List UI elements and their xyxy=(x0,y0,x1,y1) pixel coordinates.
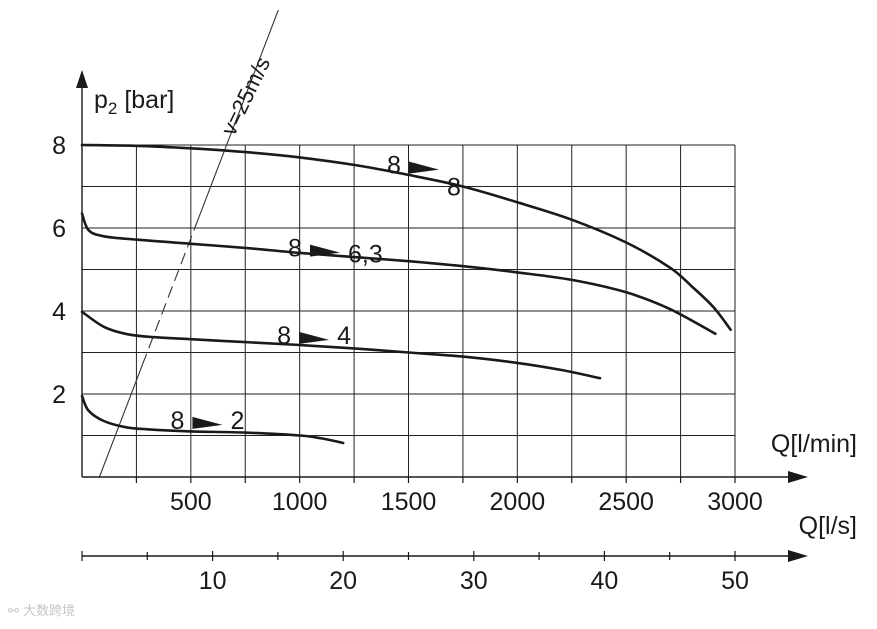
secondary-x-axis-arrow xyxy=(788,550,808,562)
series-label-to: 8 xyxy=(447,174,461,202)
curve-labels: 888 6,38 48 2 xyxy=(170,152,460,435)
series-label-to: 4 xyxy=(337,322,351,350)
arrow-icon xyxy=(409,161,440,174)
x-axis-arrow xyxy=(788,471,808,483)
series-label-from: 8 xyxy=(277,322,291,350)
secondary-x-tick-label: 30 xyxy=(460,567,488,595)
series-label-to: 2 xyxy=(230,407,244,435)
arrow-icon xyxy=(192,416,223,429)
curves xyxy=(80,143,732,445)
y-tick-label: 6 xyxy=(52,215,66,243)
x-tick-label: 2500 xyxy=(598,488,654,516)
series-label-1: 88 xyxy=(387,152,461,202)
x-axis-label-lmin: Q[l/min] xyxy=(771,430,857,458)
velocity-line-label: v=25m/s xyxy=(216,53,275,139)
y-tick-label: 8 xyxy=(52,132,66,160)
series-line-2 xyxy=(80,212,717,336)
y-axis-arrow xyxy=(76,70,88,88)
y-tick-label: 4 xyxy=(52,298,66,326)
x-tick-label: 2000 xyxy=(490,488,546,516)
secondary-x-axis-label-ls: Q[l/s] xyxy=(799,512,857,540)
y-tick-labels: 2 4 6 8 xyxy=(52,132,66,409)
x-tick-label: 1500 xyxy=(381,488,437,516)
series-label-to: 6,3 xyxy=(348,241,383,269)
series-line-1 xyxy=(80,143,732,331)
series-line-4 xyxy=(80,394,345,445)
x-tick-label: 3000 xyxy=(707,488,763,516)
y-tick-label: 2 xyxy=(52,381,66,409)
arrow-icon xyxy=(309,244,340,257)
series-label-2: 8 6,3 xyxy=(288,235,383,269)
series-label-from: 8 xyxy=(170,407,184,435)
secondary-x-tick-label: 20 xyxy=(329,567,357,595)
y-axis-label: p2 [bar] xyxy=(94,86,174,118)
secondary-x-tick-label: 10 xyxy=(199,567,227,595)
x-tick-label: 1000 xyxy=(272,488,328,516)
series-label-from: 8 xyxy=(288,235,302,263)
series-line-3 xyxy=(80,310,602,380)
watermark-icon: ⚯ xyxy=(8,604,19,619)
x-tick-labels: 500 1000 1500 2000 2500 3000 xyxy=(135,477,763,516)
series-label-from: 8 xyxy=(387,152,401,180)
secondary-x-tick-label: 40 xyxy=(590,567,618,595)
grid xyxy=(82,144,736,477)
watermark-text: 大数跨境 xyxy=(23,604,76,619)
arrow-icon xyxy=(299,331,330,344)
x-tick-label: 500 xyxy=(170,488,212,516)
velocity-line xyxy=(98,10,279,478)
watermark: ⚯ 大数跨境 xyxy=(8,600,75,619)
secondary-x-tick-label: 50 xyxy=(721,567,749,595)
secondary-x-tick-labels: 10 20 30 40 50 xyxy=(81,551,749,595)
